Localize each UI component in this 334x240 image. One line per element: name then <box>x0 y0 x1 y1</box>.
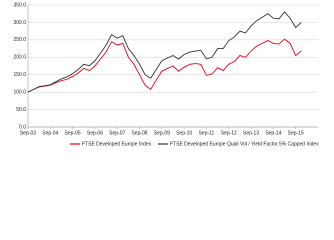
y-tick-label: 50.0 <box>16 107 26 113</box>
y-tick-label: 100.0 <box>13 89 26 95</box>
x-tick-label: Sep-12 <box>221 130 237 136</box>
x-tick-label: Sep-09 <box>154 130 170 136</box>
x-tick-label: Sep-08 <box>131 130 147 136</box>
x-tick-label: Sep-07 <box>109 130 125 136</box>
legend-label: FTSE Developed Europe Quali Vol / Yield … <box>170 141 319 147</box>
x-tick-label: Sep-11 <box>199 130 215 136</box>
x-tick-label: Sep-03 <box>20 130 36 136</box>
y-tick-label: 250.0 <box>13 37 26 43</box>
y-tick-label: 0.0 <box>19 124 26 130</box>
x-tick-label: Sep-06 <box>87 130 103 136</box>
x-tick-label: Sep-13 <box>243 130 259 136</box>
x-tick-label: Sep-15 <box>288 130 304 136</box>
y-tick-label: 150.0 <box>13 72 26 78</box>
legend-label: FTSE Developed Europe Index <box>82 141 152 147</box>
x-tick-label: Sep-10 <box>176 130 192 136</box>
x-tick-label: Sep-04 <box>42 130 58 136</box>
series-line <box>27 11 302 93</box>
chart: 0.0 50.0 100.0 150.0 200.0 250.0 300.0 350.0 Sep… <box>13 2 319 147</box>
series-line <box>27 38 302 93</box>
y-tick-label: 300.0 <box>13 20 26 26</box>
y-tick-label: 200.0 <box>13 55 26 61</box>
x-tick-label: Sep-14 <box>265 130 281 136</box>
x-tick-label: Sep-05 <box>65 130 81 136</box>
y-tick-label: 350.0 <box>13 2 26 8</box>
